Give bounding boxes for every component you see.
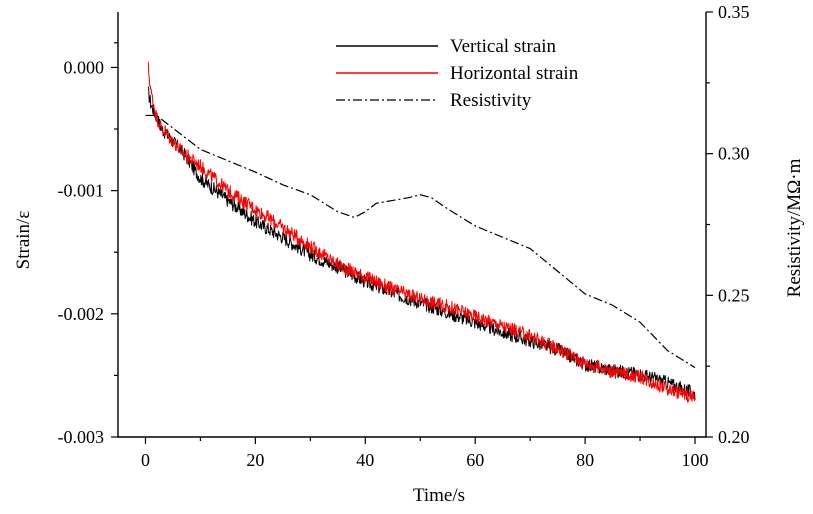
y-left-tick-label: -0.002 [58, 304, 105, 324]
x-tick-label: 20 [246, 450, 264, 470]
x-tick-label: 0 [141, 450, 150, 470]
x-tick-label: 100 [682, 450, 709, 470]
legend-label-resistivity: Resistivity [450, 90, 532, 111]
y-right-tick-label: 0.20 [718, 427, 750, 447]
x-tick-label: 40 [356, 450, 374, 470]
axis-tick-labels: 0 20 40 60 80 100 0.000 -0.001 -0.002 -0.003 0.35 0… [58, 2, 750, 470]
y-left-tick-label: -0.003 [58, 427, 105, 447]
y-axis-left-title: Strain/ε [13, 211, 34, 270]
series-line-horizontal-strain [147, 61, 696, 403]
legend: Vertical strain Horizontal strain Resist… [336, 36, 579, 111]
y-left-tick-label: -0.001 [58, 181, 105, 201]
y-axis-right-title: Resistivity/MΩ·m [784, 158, 805, 297]
x-axis-title: Time/s [413, 485, 465, 506]
data-series [145, 61, 696, 403]
axis-ticks [111, 11, 713, 444]
series-line-vertical-strain [147, 86, 696, 400]
y-right-tick-label: 0.25 [718, 285, 750, 305]
y-right-tick-label: 0.30 [718, 144, 750, 164]
x-tick-label: 60 [466, 450, 484, 470]
y-right-tick-label: 0.35 [718, 2, 750, 22]
x-tick-label: 80 [576, 450, 594, 470]
legend-label-horizontal-strain: Horizontal strain [450, 63, 579, 84]
y-left-tick-label: 0.000 [64, 57, 105, 77]
series-line-resistivity [145, 114, 696, 369]
legend-label-vertical-strain: Vertical strain [450, 36, 557, 57]
